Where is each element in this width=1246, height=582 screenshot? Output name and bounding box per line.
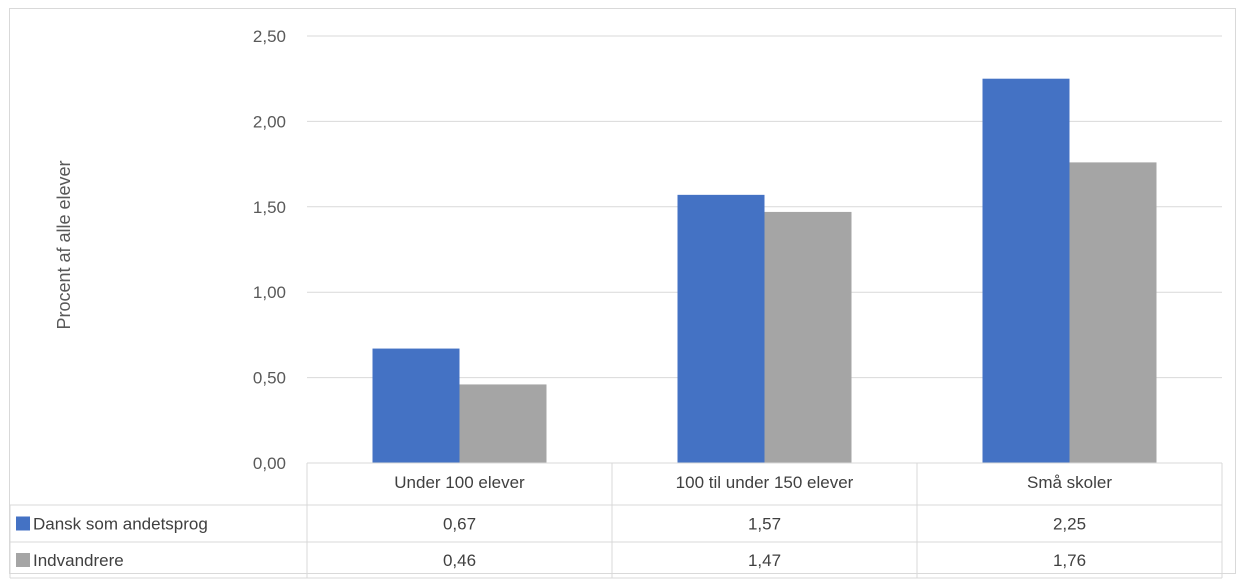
legend-label: Indvandrere xyxy=(33,551,124,570)
bar xyxy=(677,194,765,463)
bar xyxy=(1069,162,1157,463)
bar xyxy=(372,348,460,463)
data-label: 1,47 xyxy=(748,551,781,570)
legend-swatch xyxy=(16,553,30,567)
data-label: 1,76 xyxy=(1053,551,1086,570)
y-tick-label: 1,50 xyxy=(253,198,286,217)
y-tick-label: 1,00 xyxy=(253,283,286,302)
data-label: 0,67 xyxy=(443,515,476,534)
data-label: 0,46 xyxy=(443,551,476,570)
data-label: 2,25 xyxy=(1053,515,1086,534)
bar xyxy=(764,211,852,463)
chart-frame xyxy=(9,8,1236,574)
y-axis-ticks: 0,00 0,50 1,00 1,50 2,00 2,50 xyxy=(253,27,286,473)
legend-label: Dansk som andetsprog xyxy=(33,515,208,534)
y-tick-label: 2,00 xyxy=(253,112,286,131)
y-tick-label: 2,50 xyxy=(253,27,286,46)
category-label: Små skoler xyxy=(1027,473,1112,492)
data-table: Under 100 elever 100 til under 150 elever… xyxy=(9,462,1223,579)
y-axis-label: Procent af alle elever xyxy=(54,160,74,329)
category-label: Under 100 elever xyxy=(394,473,525,492)
bars xyxy=(372,78,1157,463)
y-tick-label: 0,00 xyxy=(253,454,286,473)
legend-swatch xyxy=(16,516,30,531)
y-tick-label: 0,50 xyxy=(253,369,286,388)
bar xyxy=(982,78,1070,463)
bar xyxy=(459,384,547,463)
data-label: 1,57 xyxy=(748,515,781,534)
category-label: 100 til under 150 elever xyxy=(676,473,854,492)
